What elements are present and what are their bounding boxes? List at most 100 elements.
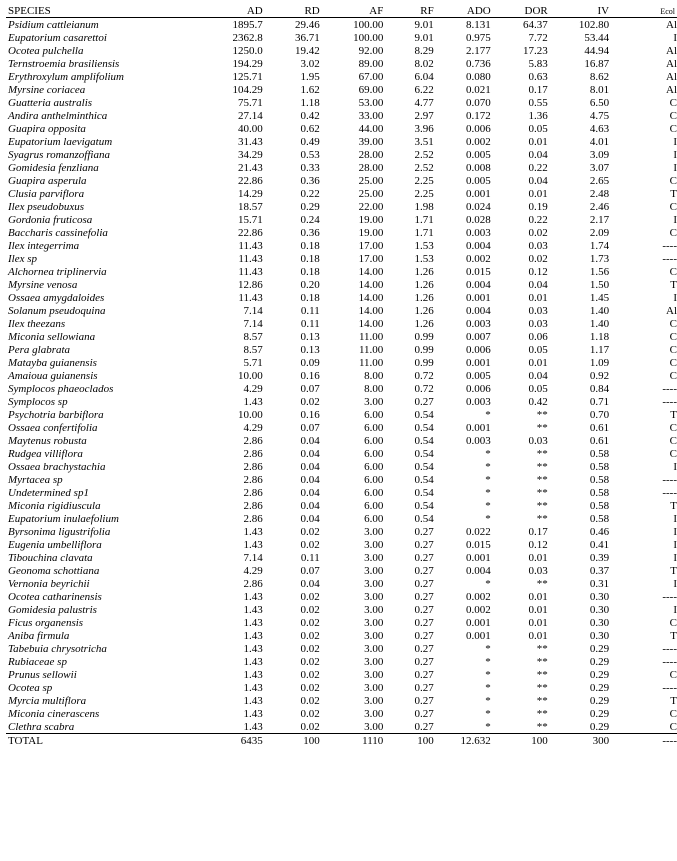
cell-af: 3.00 <box>322 551 386 564</box>
cell-species: Miconia sellowiana <box>6 330 201 343</box>
cell-dor: 17.23 <box>493 44 550 57</box>
table-row: Matayba guianensis5.710.0911.000.990.001… <box>6 356 677 369</box>
cell-af: 3.00 <box>322 590 386 603</box>
cell-af: 28.00 <box>322 148 386 161</box>
cell-ecol: C <box>611 122 677 135</box>
cell-dor: ** <box>493 408 550 421</box>
cell-rf: 0.54 <box>385 447 435 460</box>
cell-rf: 1.53 <box>385 252 435 265</box>
cell-species: Eupatorium inulaefolium <box>6 512 201 525</box>
cell-rd: 0.18 <box>265 265 322 278</box>
cell-iv: 0.84 <box>550 382 611 395</box>
cell-rf: 1.98 <box>385 200 435 213</box>
cell-iv: 16.87 <box>550 57 611 70</box>
cell-af: 19.00 <box>322 213 386 226</box>
cell-species: Ocotea catharinensis <box>6 590 201 603</box>
cell-af: 8.00 <box>322 369 386 382</box>
cell-species: Ilex pseudobuxus <box>6 200 201 213</box>
total-cell-iv: 300 <box>550 734 611 748</box>
cell-ado: 0.015 <box>436 538 493 551</box>
cell-species: Ilex integerrima <box>6 239 201 252</box>
cell-rf: 6.04 <box>385 70 435 83</box>
cell-rf: 3.96 <box>385 122 435 135</box>
cell-ad: 7.14 <box>201 551 265 564</box>
table-row: Ocotea pulchella1250.019.4292.008.292.17… <box>6 44 677 57</box>
cell-rd: 0.11 <box>265 304 322 317</box>
cell-species: Pera glabrata <box>6 343 201 356</box>
cell-rf: 1.26 <box>385 291 435 304</box>
cell-dor: ** <box>493 421 550 434</box>
cell-rf: 0.27 <box>385 655 435 668</box>
table-row: Aniba firmula1.430.023.000.270.0010.010.… <box>6 629 677 642</box>
cell-iv: 0.58 <box>550 486 611 499</box>
cell-af: 67.00 <box>322 70 386 83</box>
cell-species: Ficus organensis <box>6 616 201 629</box>
cell-rd: 0.42 <box>265 109 322 122</box>
table-row: Gomidesia fenzliana21.430.3328.002.520.0… <box>6 161 677 174</box>
cell-dor: 5.83 <box>493 57 550 70</box>
table-body: Psidium cattleianum1895.729.46100.009.01… <box>6 18 677 748</box>
cell-ado: 0.006 <box>436 382 493 395</box>
table-row: Eupatorium casarettoi2362.836.71100.009.… <box>6 31 677 44</box>
cell-dor: 0.55 <box>493 96 550 109</box>
cell-rd: 0.04 <box>265 512 322 525</box>
cell-ado: 0.006 <box>436 122 493 135</box>
total-cell-rd: 100 <box>265 734 322 748</box>
total-cell-species: TOTAL <box>6 734 201 748</box>
cell-ecol: C <box>611 200 677 213</box>
cell-ad: 1.43 <box>201 668 265 681</box>
cell-rd: 0.04 <box>265 460 322 473</box>
cell-ad: 22.86 <box>201 226 265 239</box>
cell-dor: 0.22 <box>493 161 550 174</box>
cell-rd: 0.04 <box>265 499 322 512</box>
cell-ad: 1.43 <box>201 707 265 720</box>
cell-iv: 1.73 <box>550 252 611 265</box>
total-cell-rf: 100 <box>385 734 435 748</box>
cell-af: 11.00 <box>322 330 386 343</box>
cell-iv: 3.07 <box>550 161 611 174</box>
cell-af: 3.00 <box>322 577 386 590</box>
cell-ecol: I <box>611 31 677 44</box>
cell-rf: 2.25 <box>385 187 435 200</box>
cell-iv: 1.40 <box>550 304 611 317</box>
cell-dor: ** <box>493 642 550 655</box>
cell-species: Ilex sp <box>6 252 201 265</box>
cell-ad: 5.71 <box>201 356 265 369</box>
table-row: Syagrus romanzoffiana34.290.5328.002.520… <box>6 148 677 161</box>
cell-rd: 0.07 <box>265 564 322 577</box>
cell-ad: 1.43 <box>201 720 265 734</box>
cell-ecol: C <box>611 226 677 239</box>
cell-ado: * <box>436 447 493 460</box>
cell-ad: 1.43 <box>201 655 265 668</box>
cell-af: 19.00 <box>322 226 386 239</box>
cell-dor: 0.12 <box>493 265 550 278</box>
cell-ecol: C <box>611 447 677 460</box>
cell-ecol: Al <box>611 304 677 317</box>
table-row: Symplocos sp1.430.023.000.270.0030.420.7… <box>6 395 677 408</box>
cell-ad: 40.00 <box>201 122 265 135</box>
table-row: Undetermined sp12.860.046.000.54***0.58-… <box>6 486 677 499</box>
cell-af: 17.00 <box>322 252 386 265</box>
cell-ecol: C <box>611 265 677 278</box>
table-row: Myrsine venosa12.860.2014.001.260.0040.0… <box>6 278 677 291</box>
cell-af: 22.00 <box>322 200 386 213</box>
cell-ecol: I <box>611 135 677 148</box>
cell-af: 14.00 <box>322 278 386 291</box>
cell-af: 69.00 <box>322 83 386 96</box>
cell-ado: 0.004 <box>436 564 493 577</box>
cell-dor: 0.22 <box>493 213 550 226</box>
cell-species: Myrsine coriacea <box>6 83 201 96</box>
cell-species: Prunus sellowii <box>6 668 201 681</box>
cell-ado: * <box>436 694 493 707</box>
cell-iv: 4.63 <box>550 122 611 135</box>
cell-dor: ** <box>493 681 550 694</box>
cell-iv: 0.30 <box>550 629 611 642</box>
cell-ad: 34.29 <box>201 148 265 161</box>
cell-ad: 2.86 <box>201 512 265 525</box>
cell-iv: 0.71 <box>550 395 611 408</box>
cell-ado: 0.001 <box>436 629 493 642</box>
cell-dor: 0.05 <box>493 343 550 356</box>
cell-rd: 0.33 <box>265 161 322 174</box>
table-row: Maytenus robusta2.860.046.000.540.0030.0… <box>6 434 677 447</box>
cell-species: Rudgea villiflora <box>6 447 201 460</box>
